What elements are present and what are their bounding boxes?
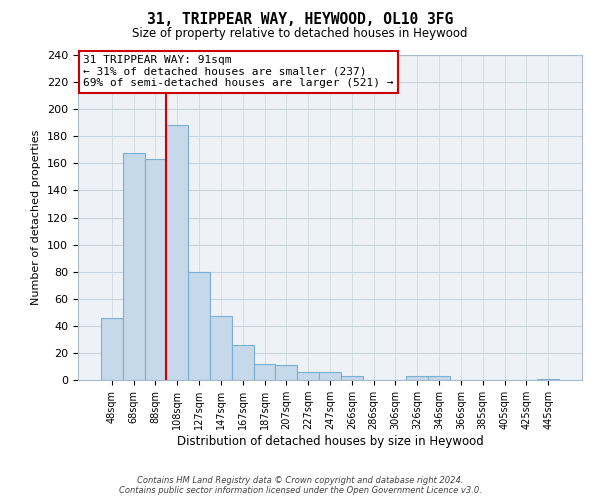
Bar: [319, 372, 341, 380]
Text: Size of property relative to detached houses in Heywood: Size of property relative to detached ho…: [132, 28, 468, 40]
Bar: [254, 364, 275, 380]
Bar: [341, 376, 363, 380]
Y-axis label: Number of detached properties: Number of detached properties: [31, 130, 41, 305]
Bar: [297, 372, 319, 380]
Bar: [101, 318, 123, 380]
Bar: [537, 378, 559, 380]
Bar: [232, 345, 254, 380]
Bar: [145, 160, 166, 380]
Text: 31, TRIPPEAR WAY, HEYWOOD, OL10 3FG: 31, TRIPPEAR WAY, HEYWOOD, OL10 3FG: [147, 12, 453, 28]
Text: Contains HM Land Registry data © Crown copyright and database right 2024.
Contai: Contains HM Land Registry data © Crown c…: [119, 476, 481, 495]
Bar: [210, 316, 232, 380]
Bar: [428, 376, 450, 380]
Bar: [166, 126, 188, 380]
Bar: [406, 376, 428, 380]
Bar: [123, 152, 145, 380]
Bar: [275, 365, 297, 380]
Text: 31 TRIPPEAR WAY: 91sqm
← 31% of detached houses are smaller (237)
69% of semi-de: 31 TRIPPEAR WAY: 91sqm ← 31% of detached…: [83, 55, 394, 88]
Bar: [188, 272, 210, 380]
X-axis label: Distribution of detached houses by size in Heywood: Distribution of detached houses by size …: [176, 435, 484, 448]
